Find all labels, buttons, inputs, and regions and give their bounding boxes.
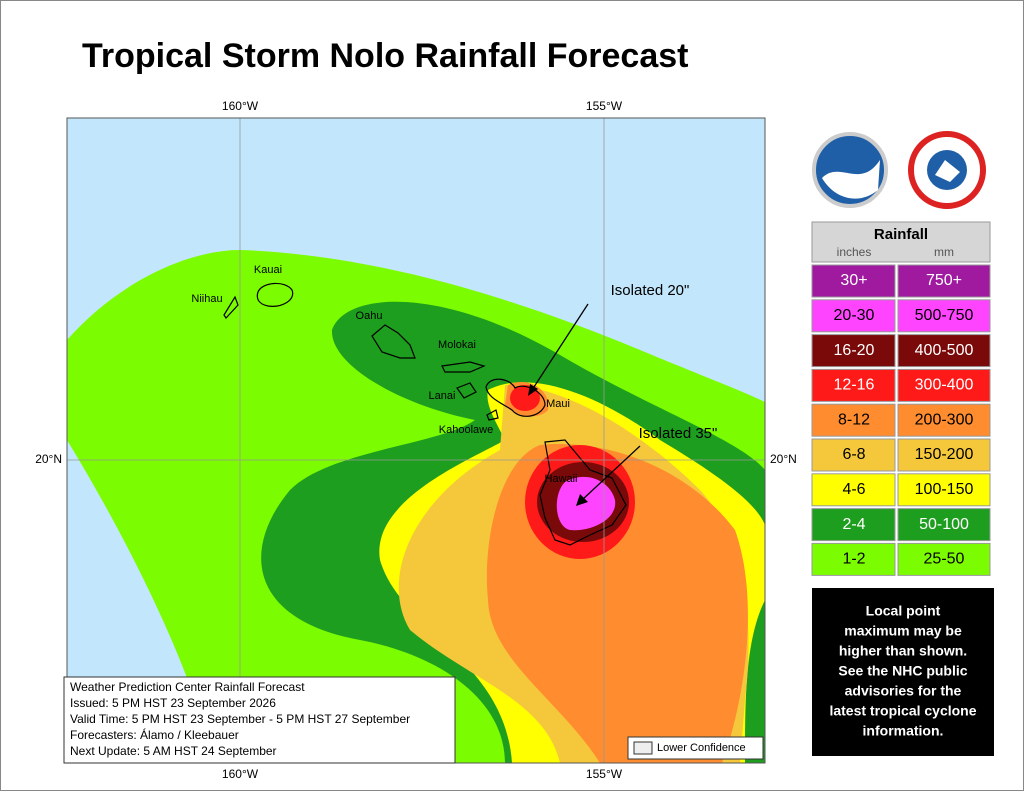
legend-header: [811, 221, 991, 263]
legend-mm: 400-500: [915, 342, 974, 359]
legend-inches: 1-2: [842, 551, 865, 568]
info-box: [63, 676, 456, 764]
island-label: Hawaii: [544, 473, 577, 485]
title: Tropical Storm Nolo Rainfall Forecast: [82, 37, 688, 75]
info-lines: Weather Prediction Center Rainfall Forec…: [70, 680, 410, 758]
confidence-label: Lower Confidence: [657, 742, 746, 754]
legend-mm: 200-300: [915, 411, 974, 428]
lat-label: 20°N: [770, 452, 797, 466]
island-outline: [223, 295, 239, 319]
legend-swatch: [811, 403, 896, 437]
island-outline: [371, 324, 416, 359]
arrowhead: [528, 384, 538, 396]
info-line: Issued: 5 PM HST 23 September 2026: [70, 696, 276, 710]
island-outline: [256, 282, 294, 307]
legend-swatch: [897, 368, 991, 402]
confidence-box: [627, 736, 764, 760]
island-outline: [485, 378, 546, 417]
info-line: Forecasters: Álamo / Kleebauer: [70, 727, 239, 742]
note-line: Local point: [866, 603, 941, 619]
lon-label: 160°W: [222, 767, 259, 781]
legend-swatch: [811, 508, 896, 542]
note-line: information.: [863, 723, 944, 739]
legend-inches: 2-4: [842, 516, 865, 533]
legend-swatch: [897, 403, 991, 437]
legend-swatch: [897, 508, 991, 542]
legend-swatch: [811, 438, 896, 472]
note-line: higher than shown.: [839, 643, 967, 659]
legend-inches: 30+: [840, 272, 867, 289]
legend-swatch: [897, 334, 991, 368]
map: Kauai Niihau Oahu Molokai Lanai Maui Kah…: [63, 117, 766, 764]
legend-swatch: [897, 299, 991, 333]
legend-swatch: [897, 473, 991, 507]
legend-mm: 300-400: [915, 377, 974, 394]
note-box: [812, 588, 994, 756]
legend-inches: 20-30: [834, 307, 875, 324]
arrow: [581, 445, 641, 501]
legend-inches: 12-16: [834, 377, 875, 394]
legend-mm: 750+: [926, 272, 962, 289]
note-line: maximum may be: [844, 623, 962, 639]
island-label: Maui: [546, 398, 570, 410]
legend-unit: inches: [837, 245, 872, 259]
island-outline: [456, 382, 477, 399]
note-line: See the NHC public: [838, 663, 967, 679]
noaa-logo: [812, 132, 888, 208]
island-outline: [441, 361, 486, 373]
annotation: Isolated 35": [639, 425, 718, 442]
contour-20-30: [556, 476, 616, 531]
legend-inches: 8-12: [838, 411, 870, 428]
legend-inches: 4-6: [842, 481, 865, 498]
note-line: latest tropical cyclone: [829, 703, 976, 719]
legend-swatch: [811, 473, 896, 507]
legend-swatch: [811, 334, 896, 368]
hatch-swatch: [633, 741, 653, 755]
legend-inches: 16-20: [834, 342, 875, 359]
legend-swatch: [897, 264, 991, 298]
island-outline: [539, 439, 627, 546]
lon-label: 155°W: [586, 767, 623, 781]
legend-mm: 25-50: [924, 551, 965, 568]
legend: Rainfall inches mm 30+ 750+ 20-30 500-750 16…: [811, 221, 991, 576]
legend-inches: 6-8: [842, 446, 865, 463]
island-label: Kahoolawe: [439, 424, 493, 436]
lon-label: 160°W: [222, 99, 259, 113]
nws-logo: [908, 131, 986, 209]
legend-swatch: [811, 368, 896, 402]
legend-unit: mm: [934, 245, 954, 259]
legend-title: Rainfall: [874, 226, 928, 243]
legend-swatch: [811, 264, 896, 298]
island-label: Kauai: [254, 264, 282, 276]
legend-swatch: [897, 438, 991, 472]
island-outline: [486, 409, 499, 421]
note: Local point maximum may be higher than sho…: [829, 603, 976, 739]
arrow: [531, 303, 589, 391]
legend-swatch: [811, 299, 896, 333]
island-label: Molokai: [438, 339, 476, 351]
note-line: advisories for the: [845, 683, 962, 699]
island-label: Oahu: [356, 310, 383, 322]
lat-label: 20°N: [35, 452, 62, 466]
legend-mm: 150-200: [915, 446, 974, 463]
info-line: Next Update: 5 AM HST 24 September: [70, 744, 277, 758]
lon-label: 155°W: [586, 99, 623, 113]
legend-mm: 100-150: [915, 481, 974, 498]
island-label: Lanai: [429, 390, 456, 402]
legend-mm: 50-100: [919, 516, 969, 533]
legend-swatch: [897, 542, 991, 576]
info-line: Valid Time: 5 PM HST 23 September - 5 PM…: [70, 712, 410, 726]
legend-mm: 500-750: [915, 307, 974, 324]
info-line: Weather Prediction Center Rainfall Forec…: [70, 680, 305, 694]
annotation: Isolated 20": [611, 282, 690, 299]
arrowhead: [576, 494, 588, 506]
island-label: Niihau: [191, 293, 222, 305]
legend-swatch: [811, 542, 896, 576]
